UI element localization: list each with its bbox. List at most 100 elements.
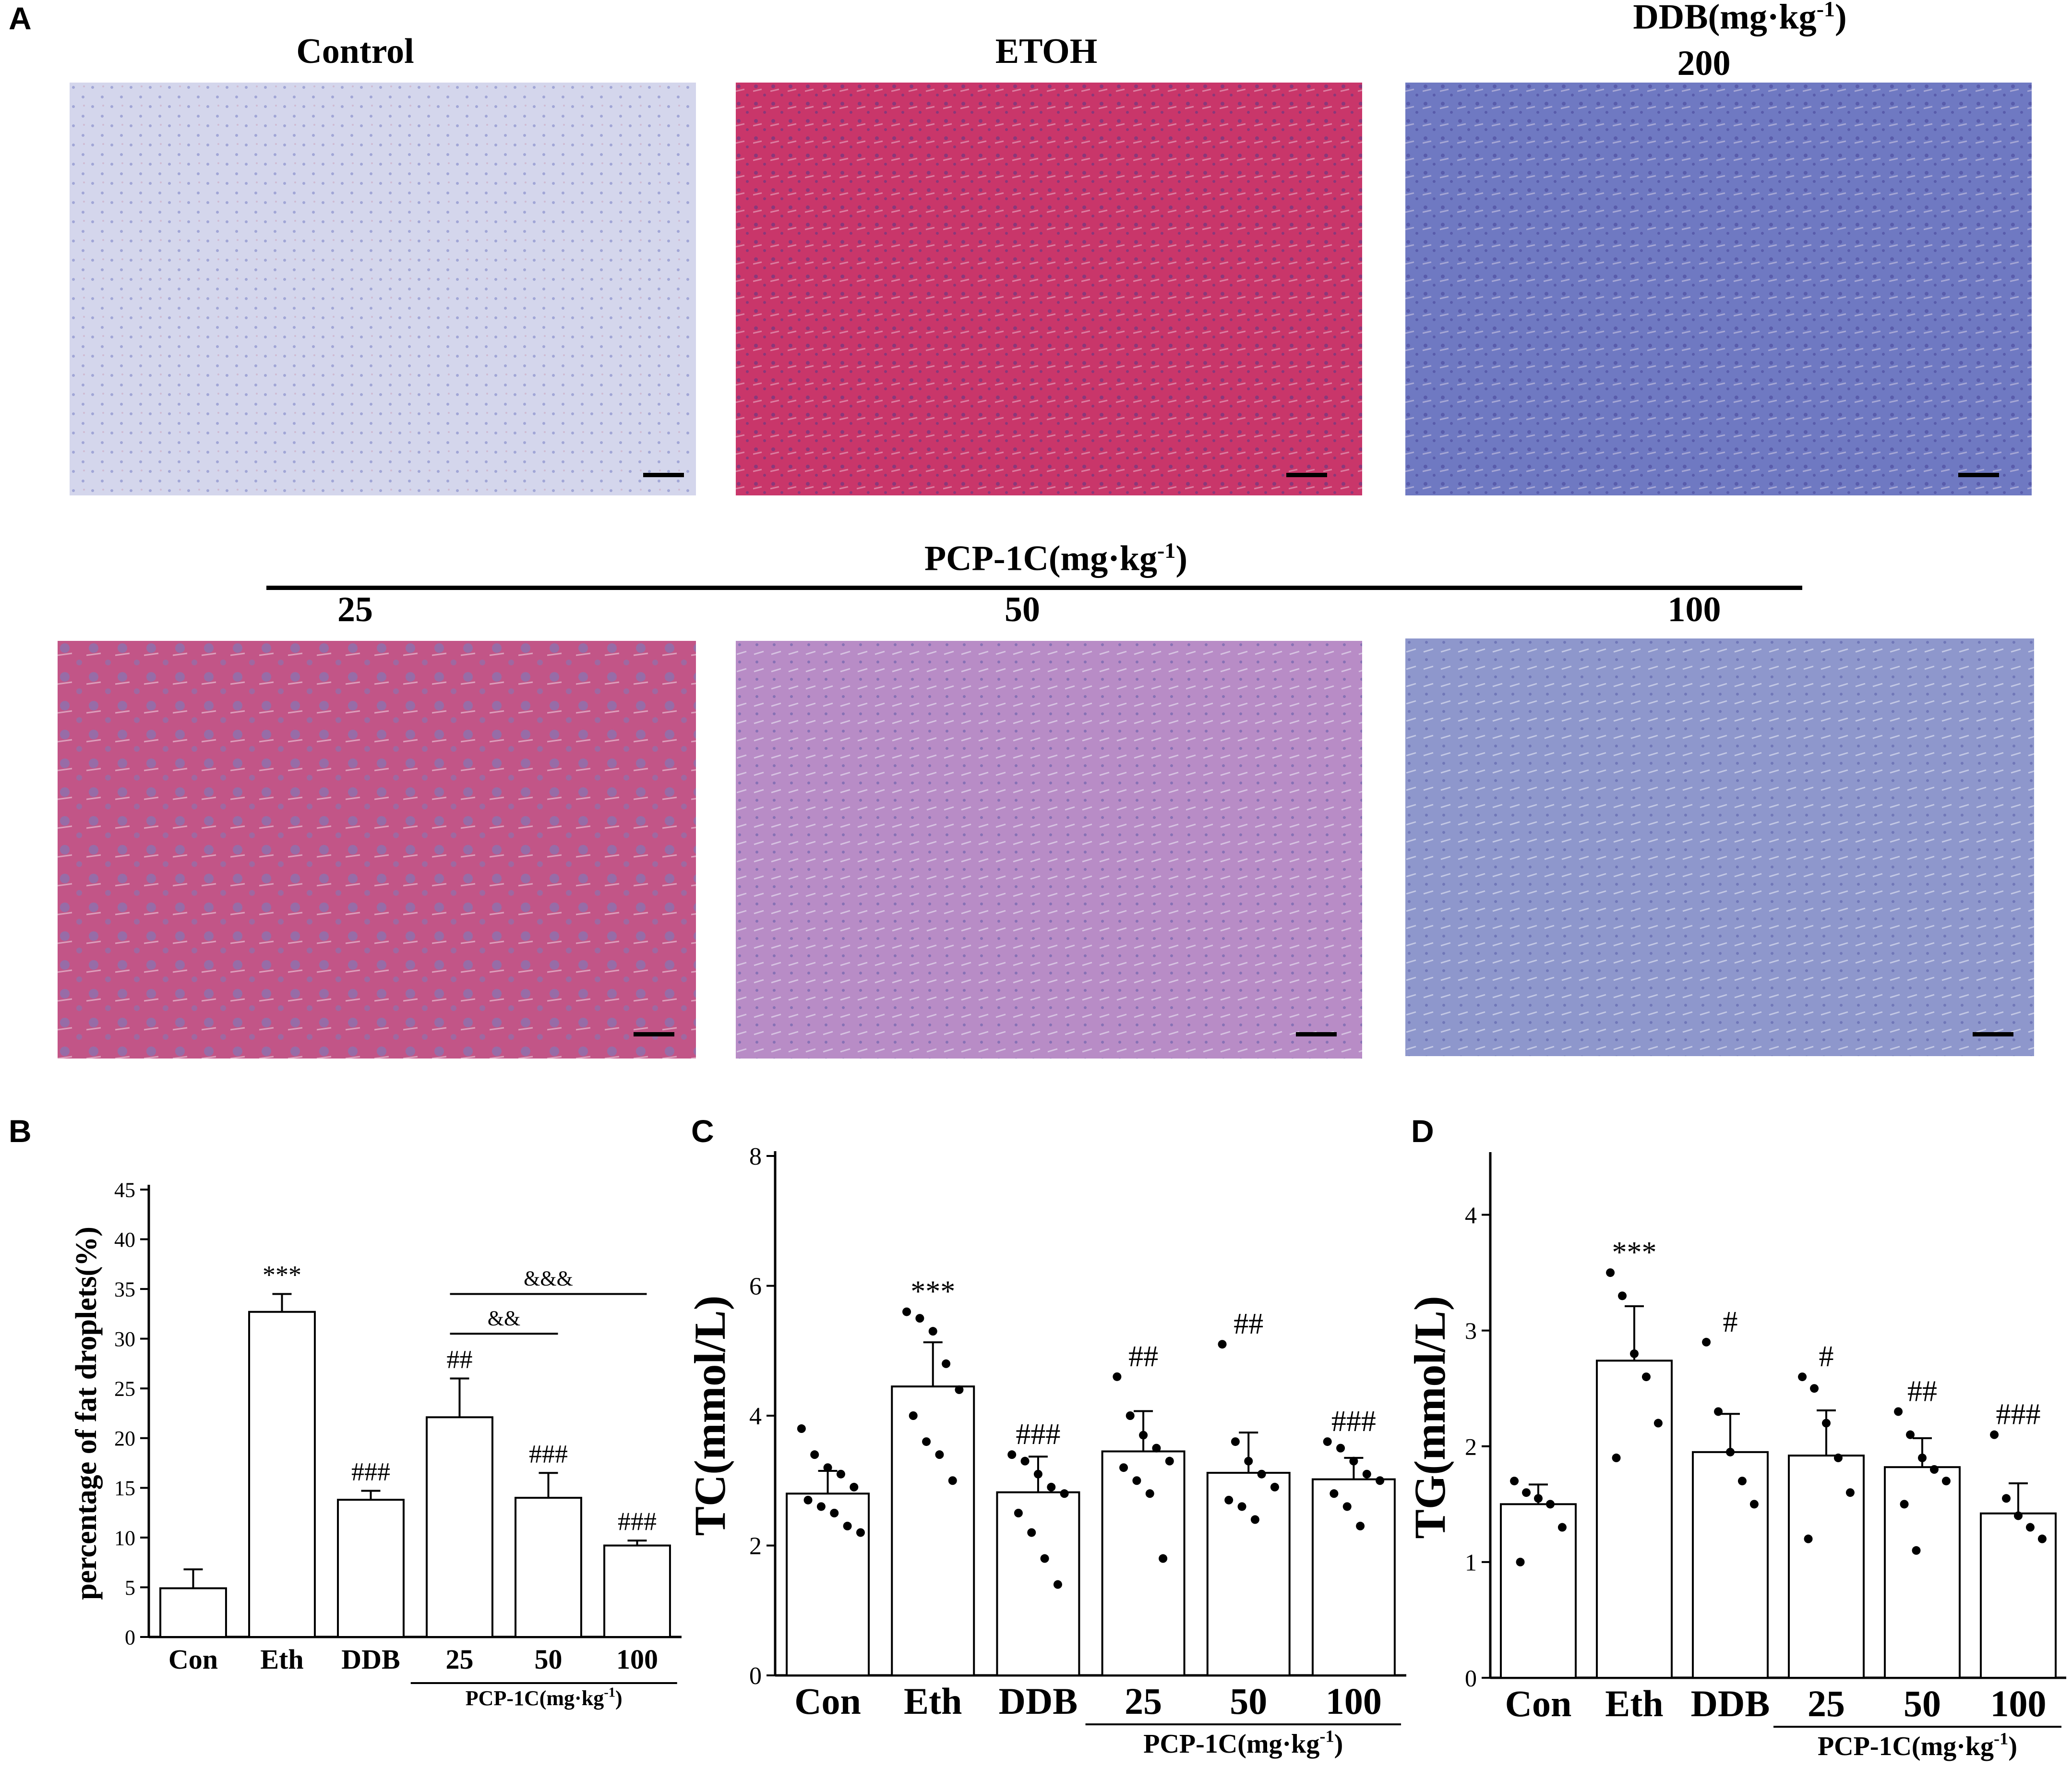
- pcp-group-line: [266, 586, 1802, 590]
- scale-bar: [1958, 473, 1999, 477]
- y-tick-label: 5: [125, 1576, 135, 1600]
- data-point: [1557, 1523, 1567, 1532]
- data-point: [2025, 1523, 2035, 1532]
- chart-d: 0 1 2 3 4 TG(mmol/L) Con Eth *** DDB #25 #50 ## 100 ##…: [1406, 1152, 2066, 1761]
- data-point: [1231, 1437, 1240, 1446]
- data-point: [836, 1469, 845, 1479]
- data-point: [1007, 1450, 1017, 1459]
- data-point: [1641, 1372, 1651, 1382]
- scale-bar: [634, 1032, 674, 1036]
- data-point: [1653, 1419, 1663, 1428]
- bar: [1692, 1451, 1769, 1679]
- y-tick-label: 45: [114, 1178, 135, 1202]
- data-point: [902, 1307, 911, 1316]
- y-tick-label: 10: [114, 1526, 135, 1550]
- data-point: [1918, 1453, 1927, 1462]
- data-point: [1027, 1528, 1036, 1537]
- data-point: [1798, 1372, 1807, 1382]
- micrograph-title-etoh: ETOH: [995, 32, 1098, 71]
- data-point: [1047, 1482, 1056, 1492]
- data-point: [1244, 1456, 1253, 1466]
- data-point: [1139, 1431, 1148, 1440]
- data-point: [1336, 1444, 1345, 1453]
- data-point: [1804, 1534, 1813, 1543]
- data-point: [1323, 1437, 1332, 1446]
- data-point: [810, 1450, 819, 1459]
- data-point: [1906, 1430, 1915, 1439]
- data-point: [2014, 1511, 2023, 1520]
- data-point: [1224, 1495, 1234, 1504]
- x-tick-label: Con: [1505, 1683, 1572, 1724]
- data-point: [1845, 1488, 1855, 1497]
- significance-label: ***: [1612, 1236, 1657, 1269]
- bar: [603, 1544, 671, 1638]
- data-point: [1737, 1477, 1747, 1486]
- y-tick-label: 20: [114, 1427, 135, 1450]
- data-point: [1014, 1508, 1023, 1517]
- chart-b: 0 5 10 15 20 25 30 35 40 45 percentage of fat drop…: [70, 1178, 682, 1710]
- y-tick-label: 30: [114, 1327, 135, 1351]
- micrograph-title-ddb: DDB(mg·kg-1): [1633, 0, 1847, 37]
- data-point: [928, 1327, 937, 1336]
- data-point: [1894, 1407, 1903, 1416]
- data-point: [1941, 1477, 1951, 1486]
- bar: [1788, 1455, 1865, 1679]
- data-point: [1040, 1554, 1049, 1563]
- data-point: [1522, 1488, 1531, 1497]
- data-point: [1250, 1515, 1259, 1524]
- significance-label: #: [1819, 1340, 1834, 1373]
- data-point: [1257, 1469, 1266, 1479]
- pcp-group-title: PCP-1C(mg·kg-1): [924, 538, 1188, 578]
- data-point: [850, 1482, 859, 1492]
- x-tick-label: Eth: [260, 1644, 303, 1675]
- data-point: [1534, 1494, 1543, 1503]
- scale-bar: [643, 473, 684, 477]
- x-tick-label: 100: [616, 1644, 658, 1675]
- data-point: [1165, 1456, 1174, 1466]
- data-point: [1362, 1469, 1371, 1479]
- significance-label: ##: [1907, 1375, 1937, 1408]
- micrograph-etoh: [736, 83, 1362, 495]
- data-point: [1218, 1340, 1227, 1349]
- data-point: [1749, 1500, 1759, 1509]
- data-point: [942, 1359, 951, 1368]
- micrograph-title-pcp-25: 25: [337, 590, 373, 629]
- x-tick-label: 25: [1808, 1683, 1845, 1724]
- y-tick-label: 4: [749, 1403, 762, 1430]
- data-point: [935, 1450, 944, 1459]
- data-point: [1912, 1546, 1921, 1555]
- y-tick-label: 40: [114, 1228, 135, 1252]
- x-tick-label: 100: [1990, 1683, 2047, 1724]
- x-tick-label: Eth: [1605, 1683, 1663, 1724]
- group-label: PCP-1C(mg·kg-1): [1143, 1726, 1343, 1758]
- significance-label: ##: [1128, 1340, 1158, 1373]
- y-tick-label: 8: [749, 1143, 762, 1170]
- panel-letter-d: D: [1411, 1113, 1434, 1149]
- data-point: [1612, 1453, 1621, 1462]
- x-tick-label: DDB: [1691, 1683, 1770, 1724]
- y-tick-label: 15: [114, 1477, 135, 1500]
- data-point: [856, 1528, 865, 1537]
- data-point: [1822, 1419, 1831, 1428]
- x-tick-label: 50: [1230, 1680, 1267, 1722]
- data-point: [1702, 1337, 1711, 1347]
- scale-bar: [1286, 473, 1327, 477]
- micrograph-title-pcp-100: 100: [1667, 590, 1721, 629]
- data-point: [803, 1495, 813, 1504]
- data-point: [1726, 1447, 1735, 1456]
- micrograph-title-control: Control: [296, 32, 414, 71]
- x-tick-label: 100: [1326, 1680, 1382, 1722]
- y-axis-label: percentage of fat droplets(%): [70, 1227, 103, 1600]
- bar: [786, 1492, 870, 1676]
- y-tick-label: 2: [1465, 1433, 1477, 1460]
- significance-label: ###: [1016, 1418, 1060, 1451]
- data-point: [955, 1385, 964, 1394]
- data-point: [909, 1411, 918, 1420]
- significance-label: ***: [263, 1260, 301, 1289]
- data-point: [1349, 1456, 1358, 1466]
- scale-bar: [1973, 1032, 2013, 1036]
- data-point: [2002, 1494, 2011, 1503]
- data-point: [1053, 1580, 1062, 1589]
- bar: [1596, 1360, 1673, 1679]
- bar: [1206, 1472, 1291, 1677]
